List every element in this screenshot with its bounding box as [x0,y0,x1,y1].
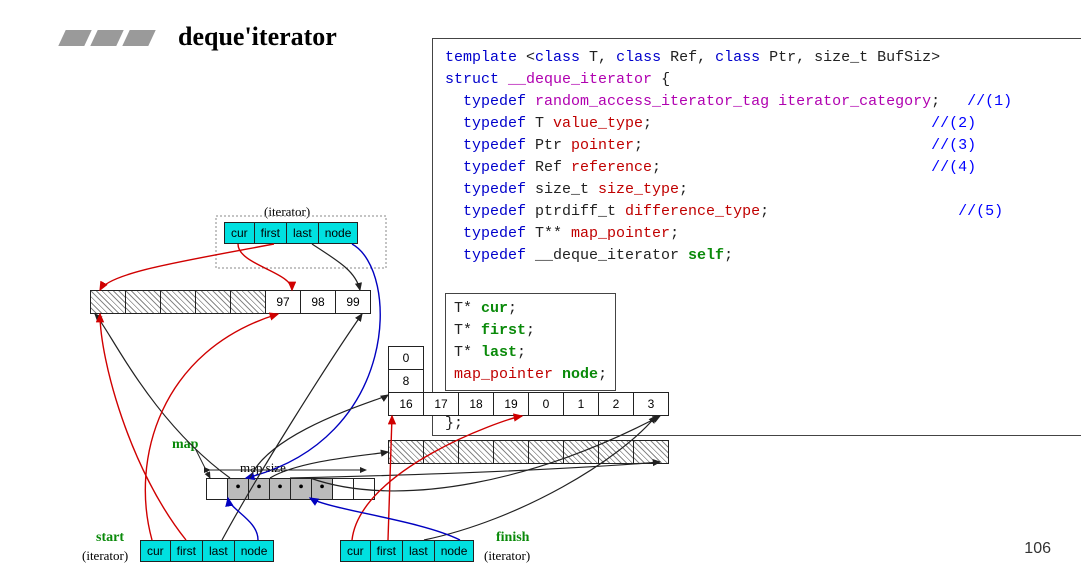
map-cell [354,479,374,499]
iter-cell-first: first [371,541,403,561]
iter-cell-last: last [203,541,235,561]
cell [424,441,459,463]
member-box: T* cur; T* first; T* last; map_pointer n… [445,293,616,391]
cell: 0 [529,393,564,415]
map-cell [333,479,354,499]
start-label: start [96,530,124,546]
cell: 19 [494,393,529,415]
cell [459,441,494,463]
cell: 0 [389,347,423,370]
iterator-paren-bl: (iterator) [82,548,128,564]
iter-cell-first: first [171,541,203,561]
cell [91,291,126,313]
cell: 97 [266,291,301,313]
buffer-row-mid2 [388,440,669,464]
cell: 1 [564,393,599,415]
code-box: template <class T, class Ref, class Ptr,… [432,38,1081,436]
iter-cell-cur: cur [225,223,255,243]
cell [161,291,196,313]
map-cell: • [270,479,291,499]
map-label: map [172,437,198,453]
cell: 16 [389,393,424,415]
iter-cell-node: node [235,541,274,561]
cell [529,441,564,463]
buffer-col-mid: 0 8 [388,346,424,393]
bar-icon [90,30,123,46]
cell [634,441,668,463]
map-cell [207,479,228,499]
iterator-row-top: curfirstlastnode [224,222,358,244]
buffer-row-mid: 161718190123 [388,392,669,416]
map-cell: • [228,479,249,499]
cell: 2 [599,393,634,415]
cell: 18 [459,393,494,415]
cell: 17 [424,393,459,415]
iter-cell-last: last [287,223,319,243]
finish-label: finish [496,530,529,546]
iterator-paren-top: (iterator) [264,204,310,220]
cell: 99 [336,291,370,313]
map-cell: • [312,479,333,499]
map-size-label: map size [240,460,286,476]
map-row: ••••• [206,478,375,500]
map-cell: • [291,479,312,499]
page-title: deque'iterator [178,22,337,52]
cell: 3 [634,393,668,415]
cell [494,441,529,463]
iter-cell-cur: cur [141,541,171,561]
cell [126,291,161,313]
bar-icon [122,30,155,46]
bar-icon [58,30,91,46]
cell [389,441,424,463]
cell: 98 [301,291,336,313]
cell [231,291,266,313]
slide: deque'iterator template <class T, class … [0,0,1081,576]
iterator-paren-br: (iterator) [484,548,530,564]
cell [599,441,634,463]
iterator-row-start: curfirstlastnode [140,540,274,562]
iter-cell-cur: cur [341,541,371,561]
cell: 8 [389,370,423,393]
iter-cell-last: last [403,541,435,561]
iterator-row-finish: curfirstlastnode [340,540,474,562]
map-cell: • [249,479,270,499]
cell [196,291,231,313]
page-number: 106 [1024,540,1051,558]
title-bars [62,30,152,46]
buffer-row-top: 979899 [90,290,371,314]
kw: template [445,49,517,66]
cell [564,441,599,463]
iter-cell-node: node [435,541,474,561]
iter-cell-first: first [255,223,287,243]
iter-cell-node: node [319,223,358,243]
